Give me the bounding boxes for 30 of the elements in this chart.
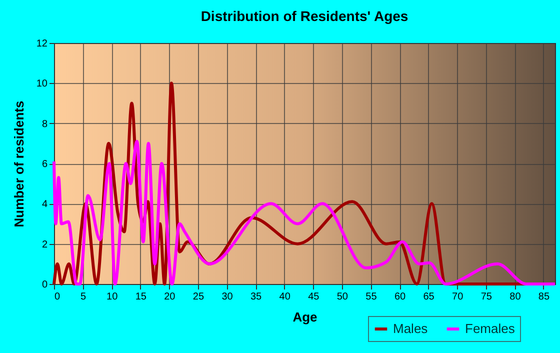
x-tick-label: 85 xyxy=(538,292,550,302)
x-tick-label: 5 xyxy=(80,292,87,302)
y-tick-label: 12 xyxy=(36,38,48,50)
x-tick-label: 10 xyxy=(106,292,118,302)
y-tick-label: 0 xyxy=(42,280,48,290)
y-tick-label: 8 xyxy=(42,118,48,130)
y-axis-title: Number of residents xyxy=(11,100,26,228)
x-tick-label: 50 xyxy=(336,292,348,302)
legend-label: Males xyxy=(393,321,428,336)
y-tick-label: 2 xyxy=(42,239,48,250)
x-tick-label: 15 xyxy=(135,292,147,302)
y-tick-label: 6 xyxy=(42,159,48,170)
x-tick-label: 30 xyxy=(222,292,234,302)
x-tick-label: 35 xyxy=(250,292,262,302)
x-tick-label: 25 xyxy=(192,292,204,302)
y-tick-label: 4 xyxy=(42,199,48,210)
legend-label: Females xyxy=(465,321,516,336)
x-tick-label: 65 xyxy=(423,292,435,302)
x-tick-label: 60 xyxy=(394,292,406,302)
x-tick-label: 80 xyxy=(510,292,522,302)
x-tick-label: 55 xyxy=(366,292,378,302)
y-tick-label: 10 xyxy=(36,78,48,90)
x-tick-label: 70 xyxy=(452,292,464,302)
x-tick-label: 0 xyxy=(54,292,60,302)
x-tick-label: 40 xyxy=(279,292,291,302)
x-tick-label: 45 xyxy=(308,292,320,302)
chart-title: Distribution of Residents' Ages xyxy=(200,8,408,24)
x-tick-label: 20 xyxy=(164,292,176,302)
x-tick-label: 75 xyxy=(480,292,492,302)
x-axis-title: Age xyxy=(292,310,318,324)
